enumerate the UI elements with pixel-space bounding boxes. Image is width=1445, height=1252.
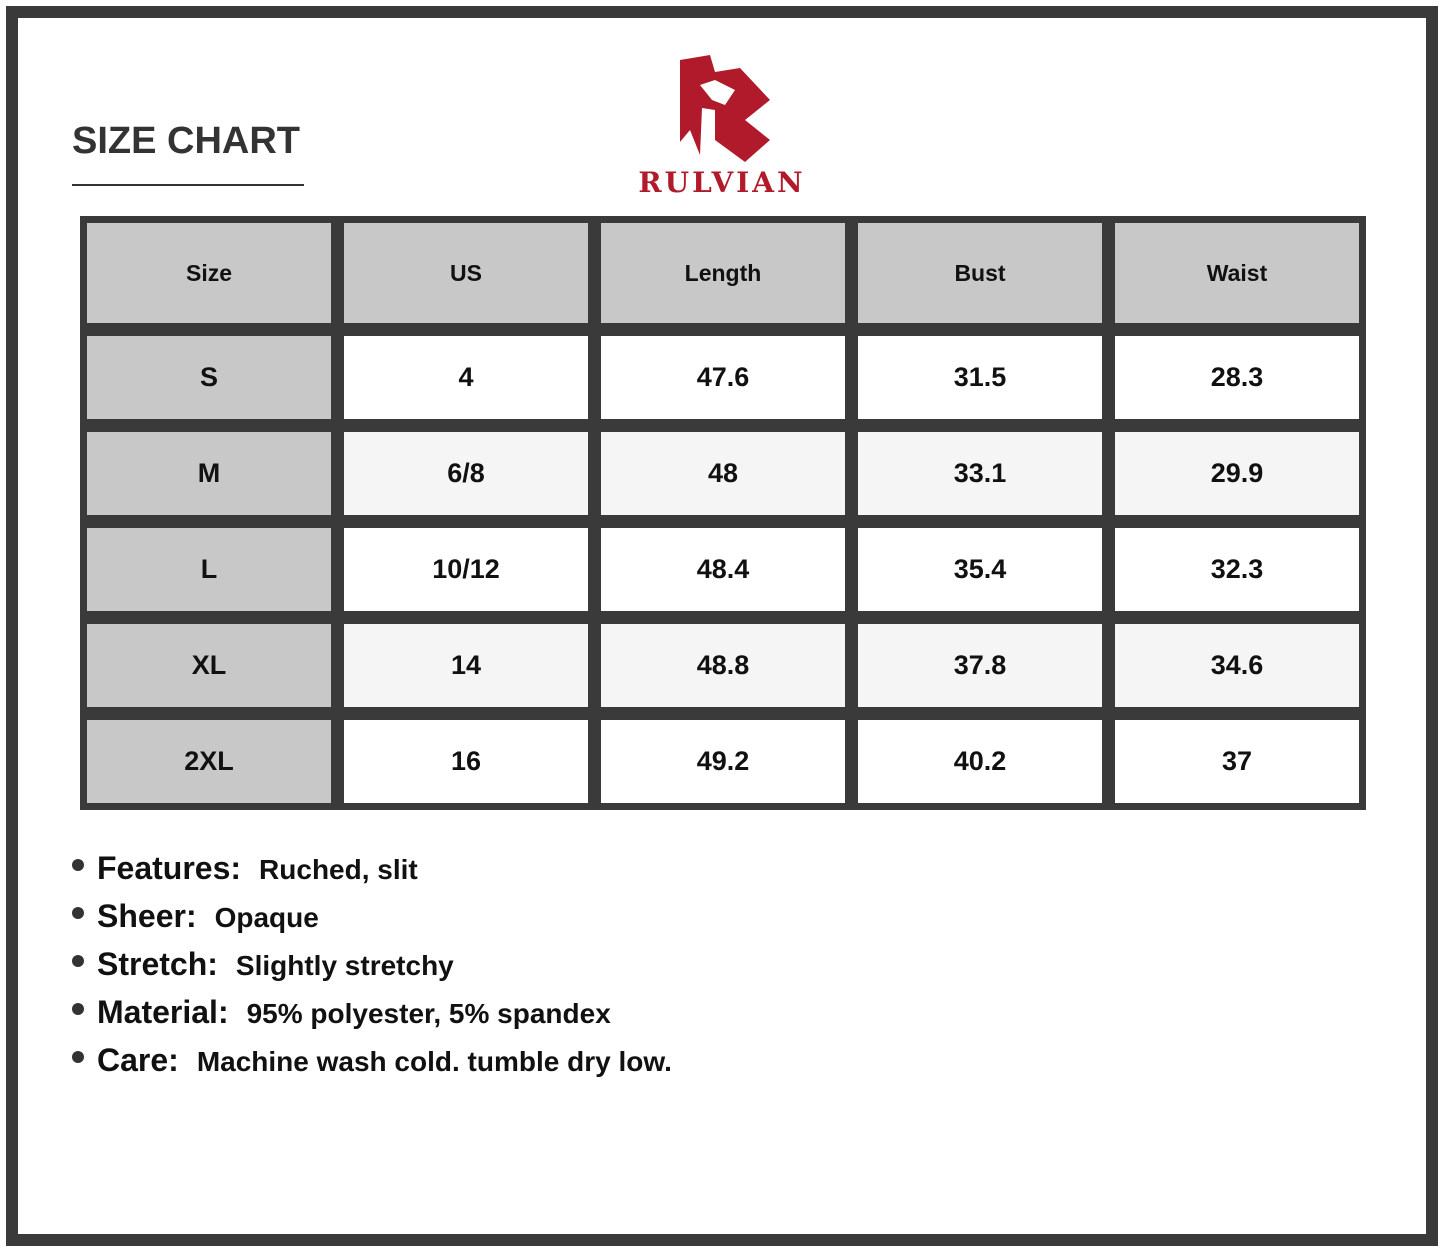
spec-label: Stretch: — [97, 946, 218, 982]
column-header: Size — [87, 223, 331, 323]
brand-logo: RULVIAN — [638, 55, 805, 199]
page-title: SIZE CHART — [72, 120, 300, 162]
bullet-icon — [72, 907, 84, 919]
column-header: US — [344, 223, 588, 323]
bullet-icon — [72, 1003, 84, 1015]
table-cell: 48.4 — [601, 528, 845, 611]
spec-value: Ruched, slit — [259, 854, 418, 885]
spec-label: Sheer: — [97, 898, 197, 934]
table-cell: 37 — [1115, 720, 1359, 803]
brand-name: RULVIAN — [638, 166, 805, 199]
table-cell: 14 — [344, 624, 588, 707]
table-cell: 10/12 — [344, 528, 588, 611]
table-cell: 34.6 — [1115, 624, 1359, 707]
spec-value: Slightly stretchy — [235, 950, 454, 981]
size-label-cell: XL — [87, 624, 331, 707]
size-label-cell: L — [87, 528, 331, 611]
table-cell: 28.3 — [1115, 336, 1359, 419]
table-cell: 29.9 — [1115, 432, 1359, 515]
table-cell: 40.2 — [858, 720, 1102, 803]
spec-label: Features: — [97, 850, 242, 886]
spec-item: Stretch: Slightly stretchy — [72, 946, 672, 994]
size-label-cell: S — [87, 336, 331, 419]
spec-value: 95% polyester, 5% spandex — [246, 998, 611, 1029]
column-header: Waist — [1115, 223, 1359, 323]
table-cell: 31.5 — [858, 336, 1102, 419]
title-underline — [72, 184, 304, 186]
table-cell: 33.1 — [858, 432, 1102, 515]
spec-item: Features: Ruched, slit — [72, 850, 672, 898]
table-cell: 6/8 — [344, 432, 588, 515]
size-table: Size US Length Bust Waist S 4 47.6 31.5 28.3 M 6/8 4… — [80, 216, 1366, 810]
table-cell: 16 — [344, 720, 588, 803]
column-header: Length — [601, 223, 845, 323]
column-header: Bust — [858, 223, 1102, 323]
table-cell: 4 — [344, 336, 588, 419]
spec-value: Opaque — [214, 902, 319, 933]
size-label-cell: 2XL — [87, 720, 331, 803]
spec-item: Care: Machine wash cold. tumble dry low. — [72, 1042, 672, 1090]
spec-label: Care: — [97, 1042, 179, 1078]
table-cell: 48 — [601, 432, 845, 515]
table-cell: 47.6 — [601, 336, 845, 419]
spec-list: Features: Ruched, slit Sheer: Opaque Stretch… — [72, 850, 672, 1090]
bullet-icon — [72, 1051, 84, 1063]
table-cell: 37.8 — [858, 624, 1102, 707]
spec-value: Machine wash cold. tumble dry low. — [196, 1046, 672, 1077]
bullet-icon — [72, 955, 84, 967]
table-cell: 35.4 — [858, 528, 1102, 611]
page-frame — [6, 6, 1438, 1246]
bullet-icon — [72, 859, 84, 871]
table-cell: 48.8 — [601, 624, 845, 707]
spec-item: Sheer: Opaque — [72, 898, 672, 946]
table-cell: 32.3 — [1115, 528, 1359, 611]
table-cell: 49.2 — [601, 720, 845, 803]
spec-label: Material: — [97, 994, 229, 1030]
size-label-cell: M — [87, 432, 331, 515]
spec-item: Material: 95% polyester, 5% spandex — [72, 994, 672, 1042]
